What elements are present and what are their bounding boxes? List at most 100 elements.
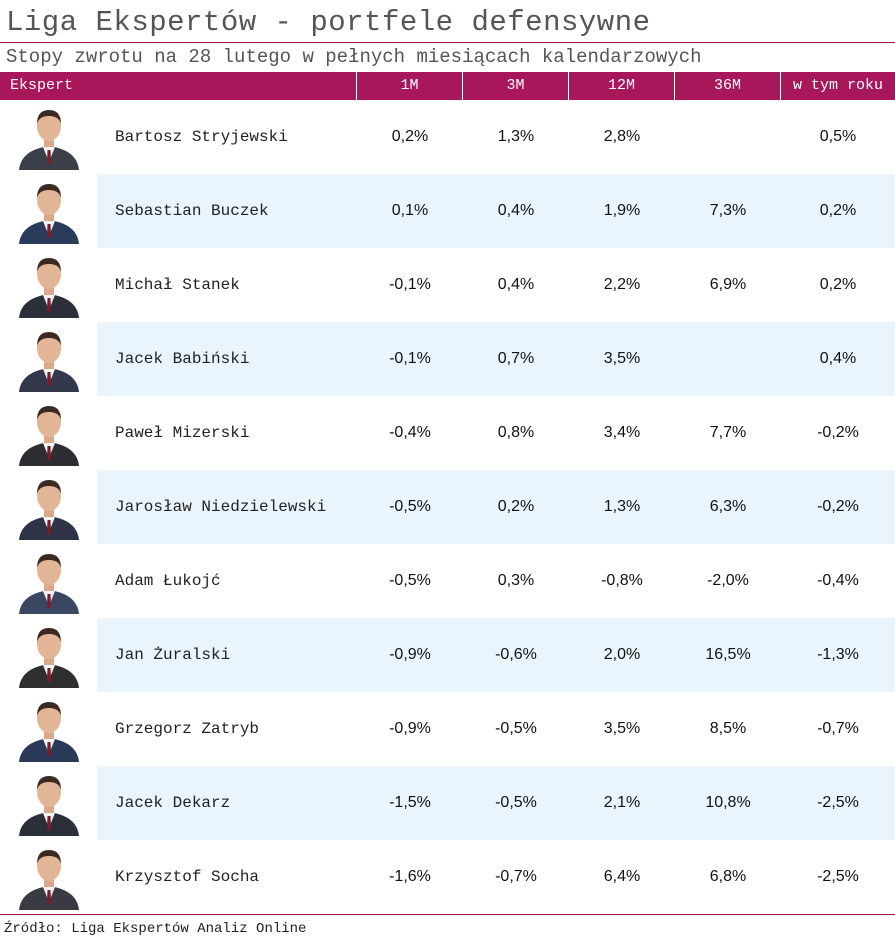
table-row: Krzysztof Socha -1,6% -0,7% 6,4% 6,8% -2,5%	[0, 840, 895, 914]
return-m36: 10,8%	[705, 794, 751, 811]
return-m12: 2,0%	[603, 646, 641, 663]
table-row: Sebastian Buczek 0,1% 0,4% 1,9% 7,3% 0,2%	[0, 174, 895, 248]
avatar	[15, 844, 83, 910]
page-title: Liga Ekspertów - portfele defensywne	[6, 6, 651, 39]
return-m3: -0,5%	[495, 720, 537, 737]
expert-name: Adam Łukojć	[115, 572, 221, 590]
return-m3: 0,3%	[497, 572, 535, 589]
expert-name: Jacek Dekarz	[115, 794, 231, 812]
return-m36: 6,8%	[709, 868, 747, 885]
return-m1: 0,1%	[391, 202, 429, 219]
expert-name: Jarosław Niedzielewski	[115, 498, 327, 516]
table-row: Jan Żuralski -0,9% -0,6% 2,0% 16,5% -1,3%	[0, 618, 895, 692]
return-m1: -0,5%	[389, 498, 431, 515]
table-row: Adam Łukojć -0,5% 0,3% -0,8% -2,0% -0,4%	[0, 544, 895, 618]
return-m1: -1,6%	[389, 868, 431, 885]
avatar	[15, 474, 83, 540]
return-m12: 1,3%	[603, 498, 641, 515]
return-ytd: -2,5%	[817, 794, 859, 811]
table-header: Ekspert 1M 3M 12M 36M w tym roku	[0, 72, 895, 100]
avatar	[15, 400, 83, 466]
header-12m: 12M	[569, 72, 675, 100]
return-m3: -0,5%	[495, 794, 537, 811]
header-3m: 3M	[463, 72, 569, 100]
return-m36: 6,9%	[709, 276, 747, 293]
return-ytd: 0,4%	[819, 350, 857, 367]
row-background	[97, 766, 895, 840]
title-divider	[0, 42, 895, 43]
person-icon	[15, 770, 83, 836]
return-ytd: 0,5%	[819, 128, 857, 145]
table-row: Grzegorz Zatryb -0,9% -0,5% 3,5% 8,5% -0,7%	[0, 692, 895, 766]
return-m3: 0,2%	[497, 498, 535, 515]
return-m1: -1,5%	[389, 794, 431, 811]
return-m1: -0,1%	[389, 276, 431, 293]
expert-name: Paweł Mizerski	[115, 424, 250, 442]
table-row: Michał Stanek -0,1% 0,4% 2,2% 6,9% 0,2%	[0, 248, 895, 322]
results-table: Bartosz Stryjewski 0,2% 1,3% 2,8% 0,5% Sebast…	[0, 100, 895, 914]
person-icon	[15, 622, 83, 688]
expert-name: Sebastian Buczek	[115, 202, 269, 220]
person-icon	[15, 474, 83, 540]
person-icon	[15, 696, 83, 762]
return-m1: -0,5%	[389, 572, 431, 589]
return-m1: -0,9%	[389, 720, 431, 737]
return-m36: 6,3%	[709, 498, 747, 515]
return-m12: -0,8%	[601, 572, 643, 589]
return-m36: 8,5%	[709, 720, 747, 737]
person-icon	[15, 104, 83, 170]
return-ytd: 0,2%	[819, 202, 857, 219]
footer-divider	[0, 914, 895, 915]
return-m12: 3,4%	[603, 424, 641, 441]
avatar	[15, 622, 83, 688]
return-m36: 7,3%	[709, 202, 747, 219]
return-m1: -0,4%	[389, 424, 431, 441]
table-row: Paweł Mizerski -0,4% 0,8% 3,4% 7,7% -0,2%	[0, 396, 895, 470]
person-icon	[15, 252, 83, 318]
avatar	[15, 326, 83, 392]
return-m12: 6,4%	[603, 868, 641, 885]
return-m3: -0,6%	[495, 646, 537, 663]
return-ytd: -2,5%	[817, 868, 859, 885]
return-m12: 2,1%	[603, 794, 641, 811]
return-ytd: -0,2%	[817, 424, 859, 441]
avatar	[15, 178, 83, 244]
person-icon	[15, 844, 83, 910]
return-m3: -0,7%	[495, 868, 537, 885]
return-m3: 0,7%	[497, 350, 535, 367]
header-ytd: w tym roku	[792, 77, 883, 94]
page-subtitle: Stopy zwrotu na 28 lutego w pełnych mies…	[6, 46, 702, 68]
return-m3: 0,8%	[497, 424, 535, 441]
return-m1: 0,2%	[391, 128, 429, 145]
expert-name: Jacek Babiński	[115, 350, 250, 368]
avatar	[15, 252, 83, 318]
avatar	[15, 770, 83, 836]
header-36m: 36M	[675, 72, 781, 100]
return-m3: 1,3%	[497, 128, 535, 145]
row-background	[97, 618, 895, 692]
header-1m: 1M	[357, 72, 463, 100]
table-row: Jacek Dekarz -1,5% -0,5% 2,1% 10,8% -2,5%	[0, 766, 895, 840]
return-m1: -0,1%	[389, 350, 431, 367]
return-m36: -2,0%	[707, 572, 749, 589]
row-background	[97, 322, 895, 396]
table-row: Bartosz Stryjewski 0,2% 1,3% 2,8% 0,5%	[0, 100, 895, 174]
avatar	[15, 696, 83, 762]
expert-name: Bartosz Stryjewski	[115, 128, 288, 146]
return-ytd: -0,4%	[817, 572, 859, 589]
return-m12: 3,5%	[603, 720, 641, 737]
return-m3: 0,4%	[497, 276, 535, 293]
return-ytd: -0,7%	[817, 720, 859, 737]
return-m12: 2,2%	[603, 276, 641, 293]
table-row: Jarosław Niedzielewski -0,5% 0,2% 1,3% 6,3% -…	[0, 470, 895, 544]
person-icon	[15, 400, 83, 466]
avatar	[15, 104, 83, 170]
return-ytd: 0,2%	[819, 276, 857, 293]
source-note: Źródło: Liga Ekspertów Analiz Online	[4, 921, 307, 937]
expert-name: Krzysztof Socha	[115, 868, 260, 886]
expert-name: Michał Stanek	[115, 276, 240, 294]
expert-name: Jan Żuralski	[115, 646, 231, 664]
expert-name: Grzegorz Zatryb	[115, 720, 260, 738]
return-ytd: -0,2%	[817, 498, 859, 515]
person-icon	[15, 326, 83, 392]
